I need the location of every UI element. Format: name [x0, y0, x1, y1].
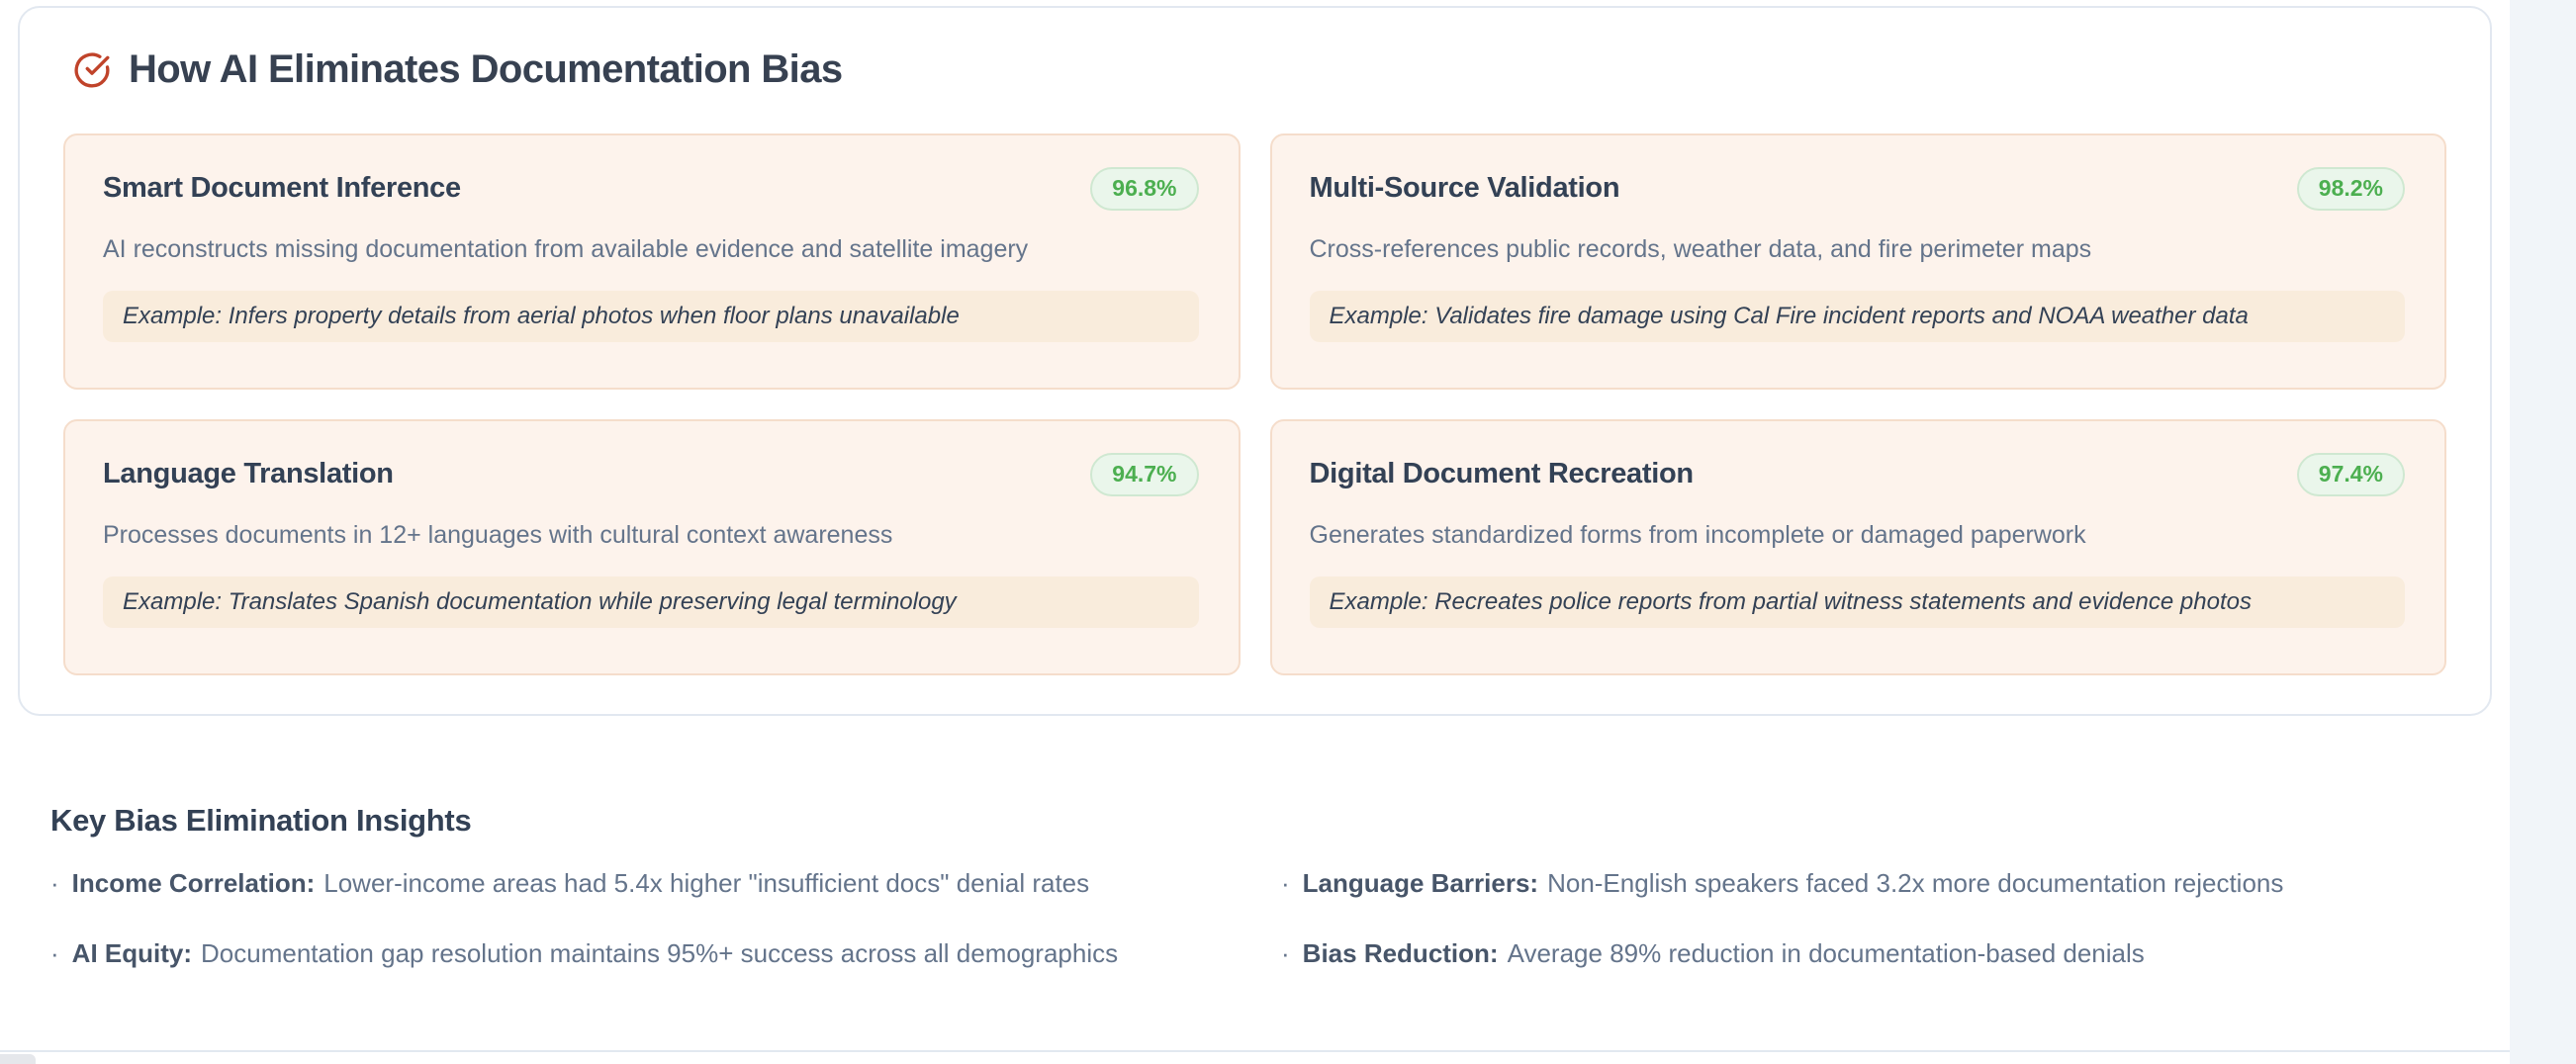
insight-ai-equity: · AI Equity: Documentation gap resolution … [50, 938, 1218, 969]
card-title: Language Translation [103, 458, 394, 490]
insight-language-barriers: · Language Barriers: Non-English speakers … [1281, 868, 2448, 899]
documentation-bias-panel: How AI Eliminates Documentation Bias Sma… [18, 6, 2492, 716]
card-header: Multi-Source Validation 98.2% [1309, 167, 2405, 211]
card-example: Example: Recreates police reports from p… [1309, 576, 2405, 628]
card-title: Digital Document Recreation [1309, 458, 1695, 490]
accuracy-badge: 94.7% [1090, 453, 1199, 496]
bullet-glyph: · [50, 938, 59, 969]
insight-income-correlation: · Income Correlation: Lower-income areas h… [50, 868, 1218, 899]
insight-text: Documentation gap resolution maintains 9… [201, 938, 1119, 969]
card-description: Generates standardized forms from incomp… [1309, 520, 2086, 549]
insight-label: Language Barriers: [1302, 868, 1539, 898]
section-divider [0, 1050, 2510, 1052]
insight-label: Bias Reduction: [1302, 938, 1499, 969]
card-title: Smart Document Inference [103, 172, 461, 205]
card-description: Processes documents in 12+ languages wit… [103, 520, 893, 549]
bullet-glyph: · [1281, 938, 1290, 969]
card-description: AI reconstructs missing documentation fr… [103, 234, 1029, 263]
card-example: Example: Translates Spanish documentatio… [103, 576, 1199, 628]
accuracy-badge: 98.2% [2296, 167, 2405, 211]
accuracy-badge: 96.8% [1090, 167, 1199, 211]
check-circle-icon [73, 51, 111, 89]
insight-label: Income Correlation: [71, 868, 316, 898]
bullet-glyph: · [1281, 868, 1290, 898]
card-language-translation: Language Translation 94.7% Processes doc… [63, 419, 1241, 675]
insight-text: Average 89% reduction in documentation-b… [1507, 938, 2145, 969]
card-title: Multi-Source Validation [1309, 172, 1620, 205]
insights-heading: Key Bias Elimination Insights [50, 803, 472, 838]
accuracy-badge: 97.4% [2296, 453, 2405, 496]
insights-grid: · Income Correlation: Lower-income areas h… [50, 868, 2448, 969]
capability-cards-grid: Smart Document Inference 96.8% AI recons… [63, 133, 2446, 675]
panel-title: How AI Eliminates Documentation Bias [129, 47, 843, 91]
key-insights-section: Key Bias Elimination Insights · Income Co… [50, 803, 2448, 969]
card-header: Smart Document Inference 96.8% [103, 167, 1199, 211]
card-description: Cross-references public records, weather… [1309, 234, 2092, 263]
card-header: Digital Document Recreation 97.4% [1309, 453, 2405, 496]
insight-label: AI Equity: [71, 938, 193, 969]
insight-text: Non-English speakers faced 3.2x more doc… [1547, 868, 2284, 898]
insight-bias-reduction: · Bias Reduction: Average 89% reduction in… [1281, 938, 2448, 969]
card-example: Example: Validates fire damage using Cal… [1309, 290, 2405, 342]
panel-header: How AI Eliminates Documentation Bias [73, 47, 2446, 92]
card-multi-source-validation: Multi-Source Validation 98.2% Cross-refe… [1269, 133, 2446, 390]
next-section-fragment [0, 1054, 36, 1064]
content-sheet: How AI Eliminates Documentation Bias Sma… [0, 0, 2510, 1064]
card-header: Language Translation 94.7% [103, 453, 1199, 496]
card-example: Example: Infers property details from ae… [103, 290, 1199, 342]
bullet-glyph: · [50, 868, 59, 898]
card-digital-document-recreation: Digital Document Recreation 97.4% Genera… [1269, 419, 2446, 675]
card-smart-document-inference: Smart Document Inference 96.8% AI recons… [63, 133, 1241, 390]
insight-text: Lower-income areas had 5.4x higher "insu… [323, 868, 1090, 898]
